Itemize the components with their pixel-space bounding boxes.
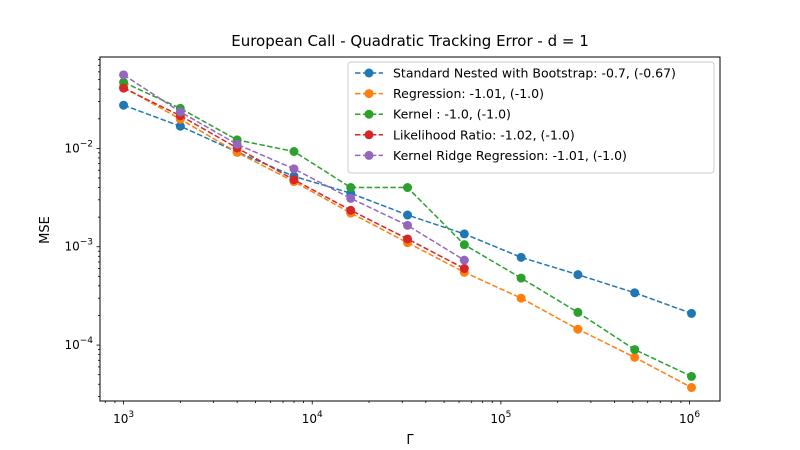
data-point (630, 288, 640, 298)
data-point (573, 270, 583, 280)
data-point (403, 183, 413, 193)
legend-entry: Regression: -1.01, (-1.0) (355, 86, 544, 101)
x-tick-label: 103 (113, 410, 134, 426)
data-point (630, 345, 640, 355)
legend-label: Regression: -1.01, (-1.0) (393, 86, 544, 101)
data-point (403, 234, 413, 244)
y-tick-label: 10−2 (64, 139, 93, 155)
data-point (346, 183, 356, 193)
data-point (573, 307, 583, 317)
legend-box (347, 61, 715, 174)
axes-frame (99, 56, 721, 402)
data-point (459, 229, 469, 239)
plot-area (119, 70, 696, 393)
legend-marker (364, 130, 374, 140)
series-2 (119, 77, 696, 381)
data-point (687, 383, 696, 393)
data-point (630, 352, 640, 362)
data-point (289, 175, 299, 185)
data-point (346, 205, 356, 215)
legend-label: Kernel : -1.0, (-1.0) (393, 107, 511, 122)
legend-label: Kernel Ridge Regression: -1.01, (-1.0) (393, 148, 627, 163)
data-point (232, 139, 242, 149)
x-tick-label: 104 (302, 410, 323, 426)
data-point (516, 293, 526, 303)
data-point (119, 83, 129, 93)
data-point (289, 147, 299, 156)
y-tick-label: 10−4 (64, 336, 93, 352)
legend-entry: Kernel Ridge Regression: -1.01, (-1.0) (355, 148, 627, 163)
x-axis-label: Γ (406, 433, 414, 448)
data-point (687, 371, 696, 381)
legend-marker (364, 68, 374, 78)
data-point (289, 164, 299, 174)
data-point (119, 70, 129, 80)
legend-marker (364, 89, 374, 99)
y-tick-label: 10−3 (64, 238, 93, 254)
chart-title: European Call - Quadratic Tracking Error… (231, 32, 589, 50)
data-point (459, 264, 469, 274)
series-4 (119, 70, 469, 265)
data-point (175, 121, 185, 131)
data-point (403, 220, 413, 230)
y-axis-label: MSE (38, 216, 53, 244)
legend-entry: Likelihood Ratio: -1.02, (-1.0) (355, 127, 575, 142)
data-point (687, 308, 696, 318)
x-tick-label: 106 (679, 410, 700, 426)
data-point (459, 255, 469, 265)
axes: 103 104 105 106 10−4 10−3 10−2 (64, 56, 721, 426)
data-point (175, 107, 185, 117)
legend-entry: Kernel : -1.0, (-1.0) (355, 107, 511, 122)
data-point (119, 100, 129, 110)
x-tick-label: 105 (490, 410, 511, 426)
data-point (516, 252, 526, 262)
legend-entry: Standard Nested with Bootstrap: -0.7, (-… (355, 66, 676, 81)
data-point (346, 193, 356, 203)
data-point (516, 273, 526, 283)
legend-marker (364, 150, 374, 160)
data-point (403, 210, 413, 220)
legend-marker (364, 109, 374, 119)
legend: Standard Nested with Bootstrap: -0.7, (-… (347, 61, 715, 174)
legend-label: Likelihood Ratio: -1.02, (-1.0) (393, 127, 575, 142)
data-point (459, 240, 469, 250)
legend-label: Standard Nested with Bootstrap: -0.7, (-… (393, 66, 676, 81)
data-point (573, 324, 583, 334)
